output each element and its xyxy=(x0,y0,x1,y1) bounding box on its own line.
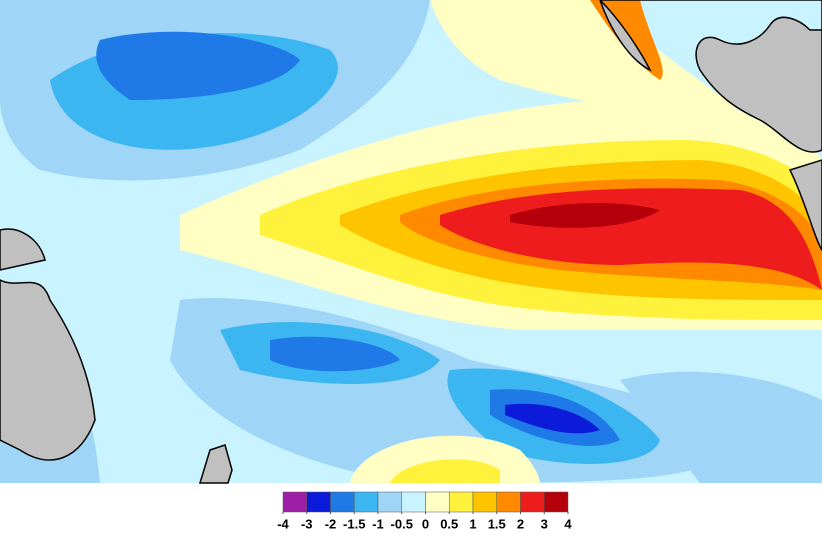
anomaly-region xyxy=(505,403,600,434)
color-swatch xyxy=(520,491,545,513)
anomaly-region xyxy=(510,203,660,228)
tick-label: -3 xyxy=(301,516,313,531)
color-swatch xyxy=(330,491,355,513)
map-field xyxy=(0,0,822,484)
color-swatch xyxy=(354,491,379,513)
color-swatch xyxy=(544,491,569,513)
color-swatch xyxy=(496,491,521,513)
color-swatch xyxy=(306,491,331,513)
anomaly-region xyxy=(96,31,300,100)
anomaly-region xyxy=(430,0,740,114)
land-australia xyxy=(0,279,96,461)
tick-label: 2 xyxy=(517,516,524,531)
color-swatch xyxy=(425,491,450,513)
tick-label: 4 xyxy=(564,516,572,531)
land-north-america xyxy=(599,0,822,153)
color-swatch xyxy=(377,491,402,513)
tick-label: -0.5 xyxy=(391,516,413,531)
land-new-guinea xyxy=(0,228,46,271)
color-swatch xyxy=(401,491,426,513)
anomaly-region xyxy=(270,336,400,372)
tick-label: -1.5 xyxy=(343,516,365,531)
land-new-zealand xyxy=(198,444,233,484)
tick-label: 0 xyxy=(422,516,429,531)
anomaly-region xyxy=(390,459,500,483)
tick-label: 1 xyxy=(469,516,476,531)
color-swatch xyxy=(282,491,307,513)
tick-label: 0.5 xyxy=(440,516,458,531)
tick-label: 1.5 xyxy=(488,516,506,531)
tick-label: 3 xyxy=(541,516,548,531)
color-legend: -4 -3 -2 -1.5 -1 -0.5 0 0.5 1 1.5 2 3 4 xyxy=(277,491,572,531)
color-swatch xyxy=(472,491,497,513)
tick-label: -4 xyxy=(277,516,289,531)
anomaly-region xyxy=(620,371,822,483)
tick-label: -2 xyxy=(325,516,337,531)
tick-label: -1 xyxy=(372,516,384,531)
color-swatch xyxy=(449,491,474,513)
